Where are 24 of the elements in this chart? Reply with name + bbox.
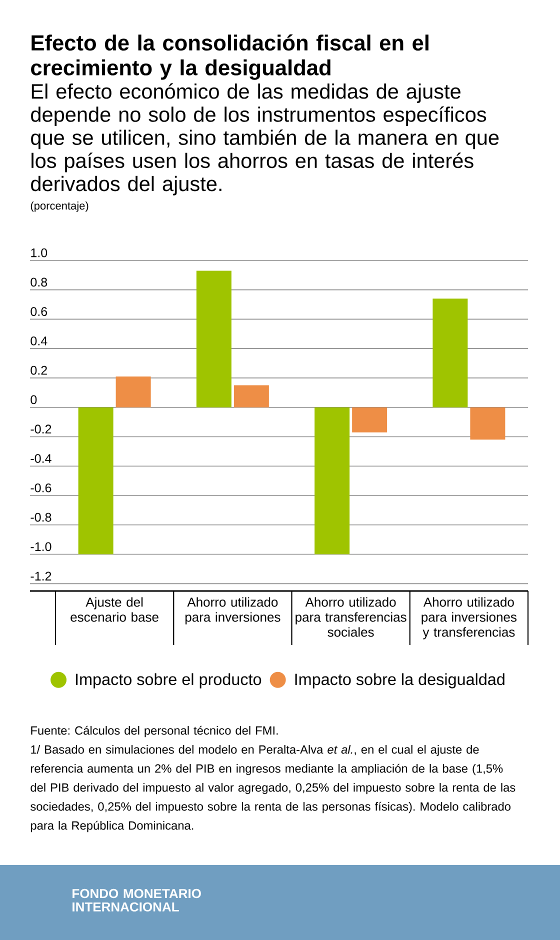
y-tick-label: -1.2 bbox=[30, 572, 52, 580]
y-tick-label: -0.2 bbox=[30, 424, 52, 434]
text: FONDO MONETARIO INTERNACIONAL bbox=[72, 888, 201, 912]
y-tick-label: -1.0 bbox=[30, 542, 52, 552]
chart-title: Efecto de la consolidación fiscal en el crecimiento y la desigualdad bbox=[31, 34, 428, 80]
y-tick-label: 0.8 bbox=[30, 278, 48, 287]
y-tick-label: 0 bbox=[30, 395, 37, 404]
y-tick-label: 1.0 bbox=[31, 248, 48, 258]
y-tick-label: 0.2 bbox=[30, 366, 47, 375]
y-tick-label: -0.6 bbox=[30, 483, 52, 492]
text: 1/ Basado en simulaciones del modelo en Peralta-Alva et al., en el cual el ajuste de referencia aumenta un 2% del PIB en ingresos mediante la ampliación de la base (1,5% del PIB derivado del impuesto al valor agregado, 0,25% del impuesto sobre la renta de las sociedades, 0,25% del impuesto sobre la renta de las personas físicas). Modelo calibrado para la República Dominicana. bbox=[30, 744, 516, 832]
y-tick-label: 0.4 bbox=[30, 336, 48, 346]
y-tick-label: 0.6 bbox=[30, 307, 48, 316]
y-tick-label: -0.4 bbox=[30, 454, 52, 463]
legend-label: Impacto sobre la desigualdad bbox=[295, 673, 504, 688]
x-tick-label: Ahorro utilizado para inversiones y transferencias bbox=[422, 597, 517, 640]
x-tick-label: Ajuste del escenario base bbox=[70, 597, 158, 622]
chart-subtitle: El efecto económico de las medidas de ajuste depende no solo de los instrumentos específicos que se utilicen, sino también de la manera en que los países usen los ahorros en tasas de interés derivados del ajuste. bbox=[31, 83, 499, 196]
y-tick-label: -0.8 bbox=[30, 512, 52, 522]
y-axis-title: (porcentaje) bbox=[30, 202, 88, 212]
x-tick-label: Ahorro utilizado para inversiones bbox=[185, 597, 280, 624]
legend-label: Impacto sobre el producto bbox=[76, 673, 262, 688]
source-note: Fuente: Cálculos del personal técnico del FMI. bbox=[31, 726, 278, 738]
x-tick-label: Ahorro utilizado para transferencias sociales bbox=[296, 597, 406, 637]
